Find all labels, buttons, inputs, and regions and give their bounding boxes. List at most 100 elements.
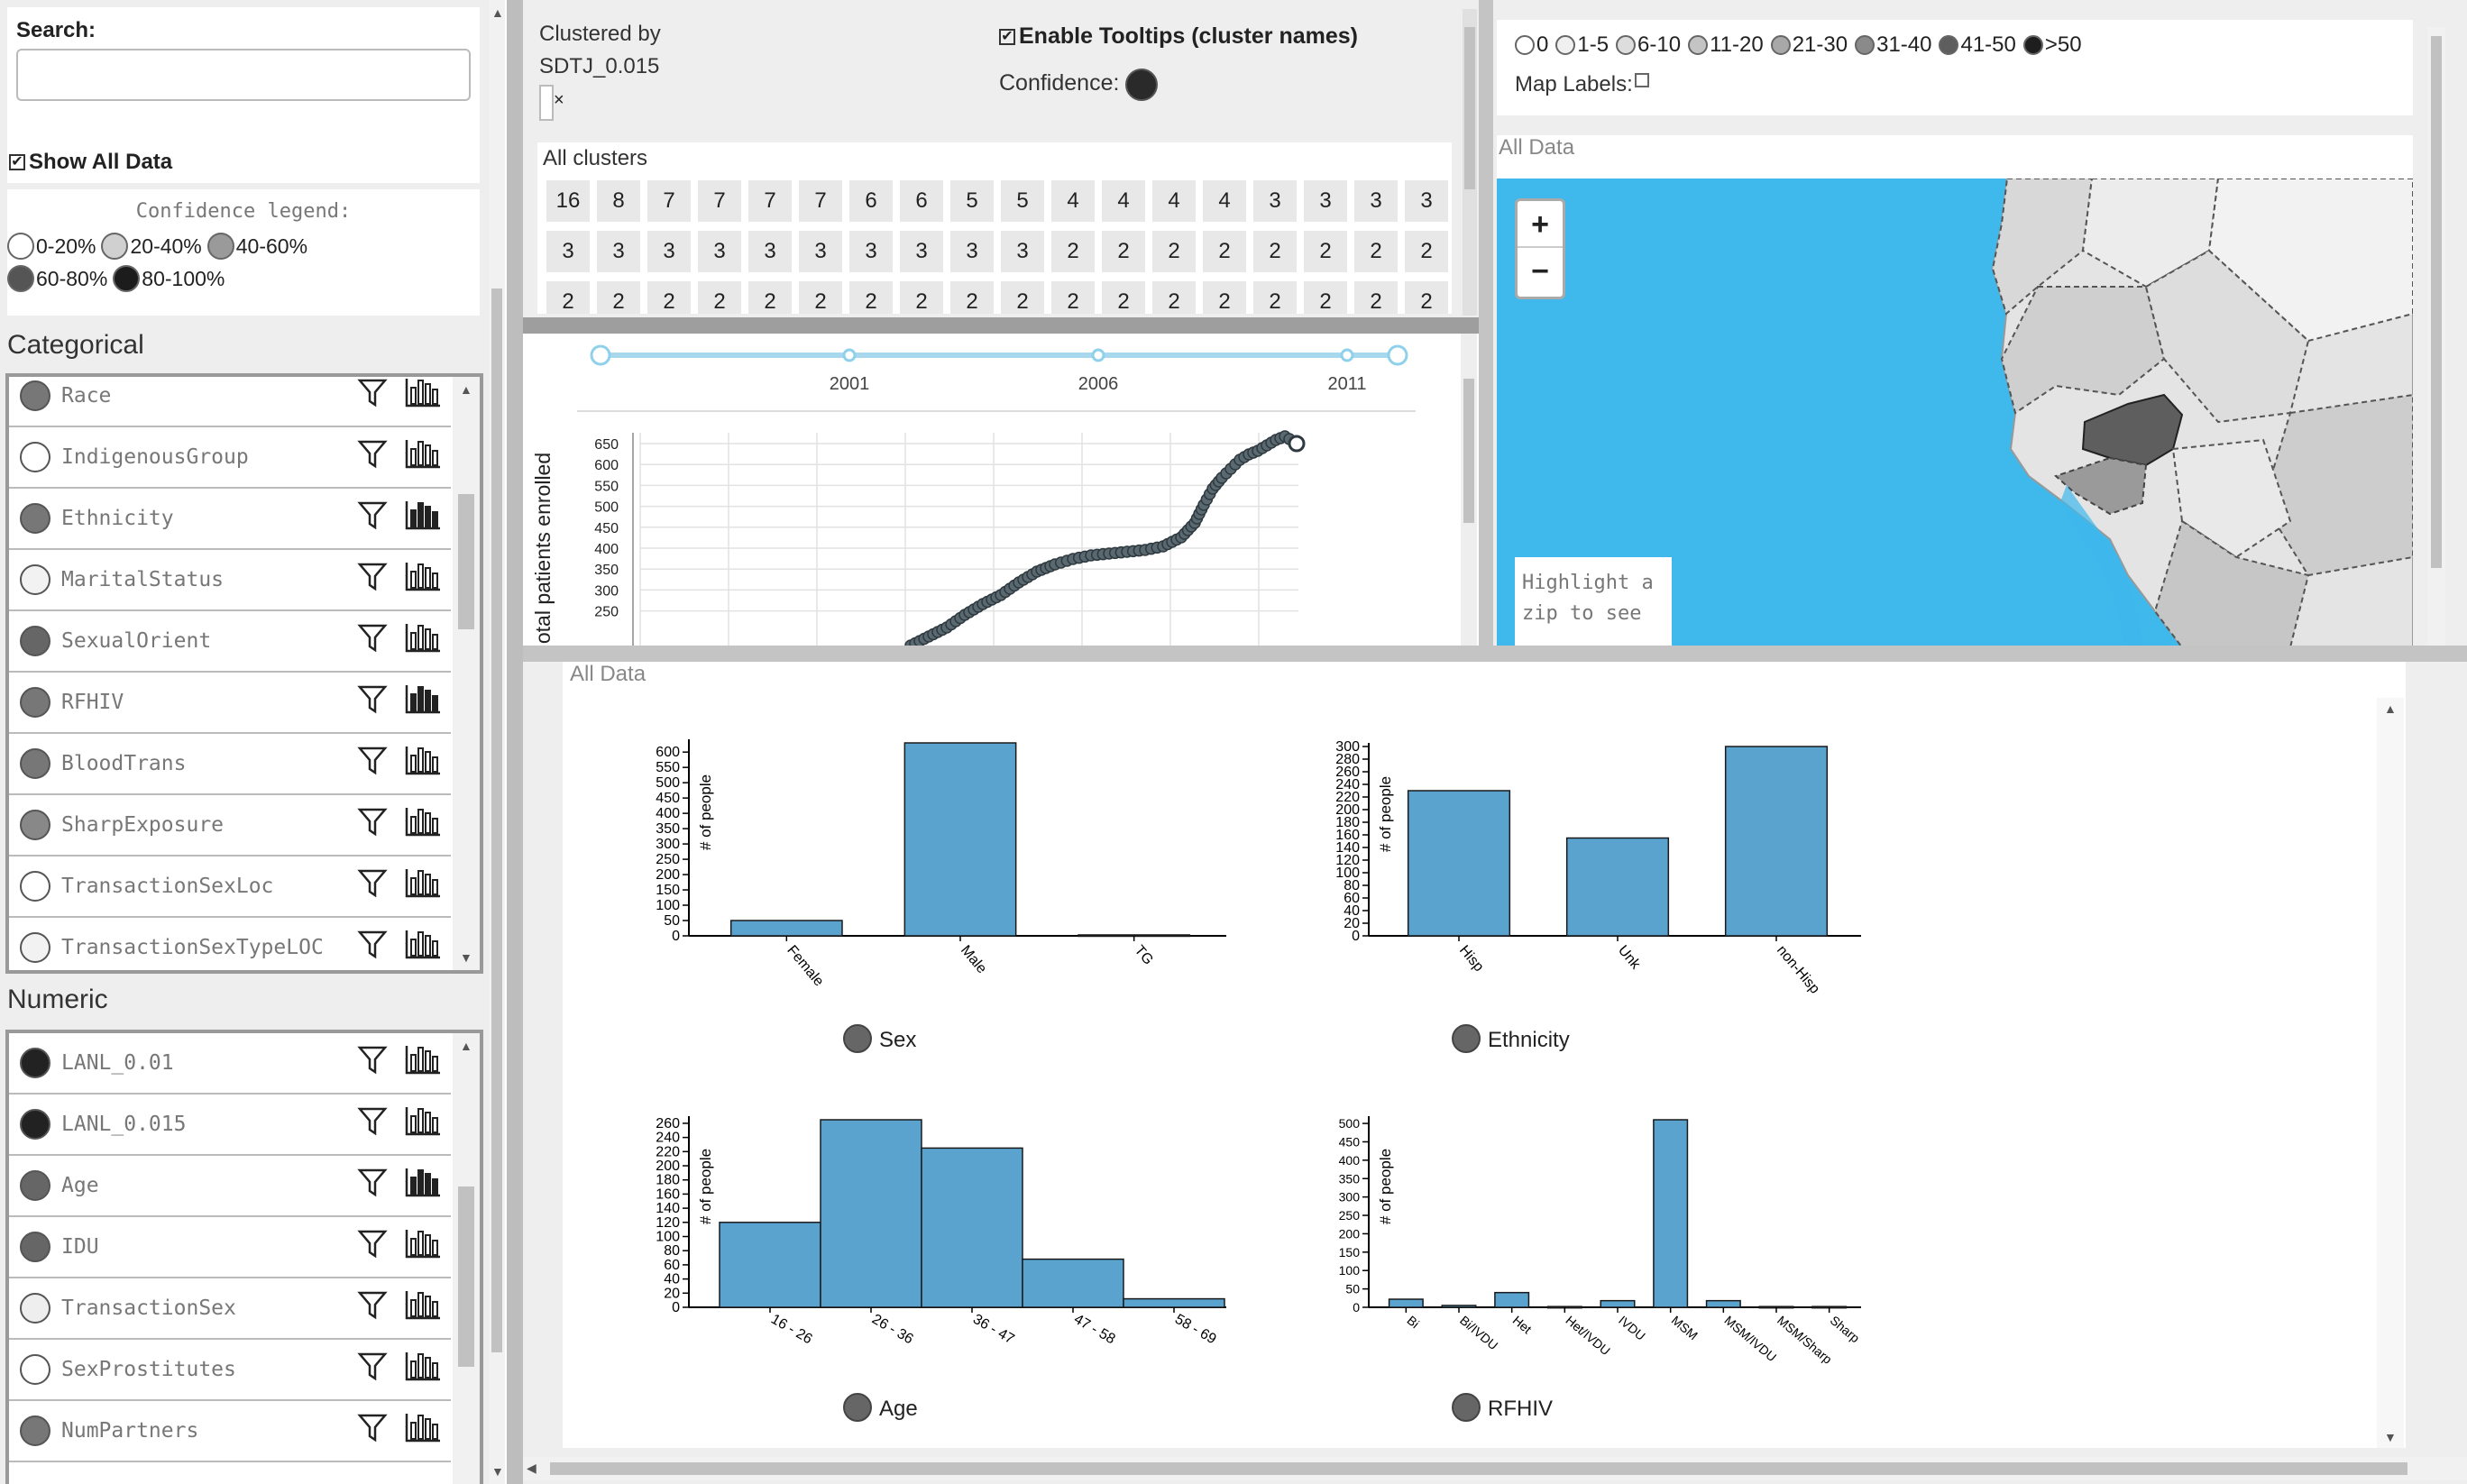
filter-icon[interactable] bbox=[357, 1228, 395, 1266]
cluster-cell[interactable]: 3 bbox=[950, 231, 994, 272]
scroll-thumb[interactable] bbox=[1463, 379, 1474, 523]
histogram-icon[interactable] bbox=[404, 1351, 442, 1388]
numeric-scrollbar[interactable]: ▲ bbox=[453, 1033, 480, 1484]
bar[interactable] bbox=[719, 1222, 821, 1308]
cluster-cell[interactable]: 3 bbox=[647, 231, 691, 272]
filter-icon[interactable] bbox=[357, 867, 395, 905]
vertical-divider[interactable] bbox=[507, 0, 523, 1484]
cluster-cell[interactable]: 2 bbox=[1203, 281, 1246, 314]
bar[interactable] bbox=[1653, 1119, 1689, 1308]
clustered-by-clear[interactable] bbox=[539, 85, 554, 121]
zoom-in-button[interactable]: + bbox=[1518, 201, 1563, 248]
bar[interactable] bbox=[1022, 1258, 1124, 1308]
filter-icon[interactable] bbox=[357, 1351, 395, 1388]
bar[interactable] bbox=[1441, 1305, 1477, 1308]
cluster-cell[interactable]: 2 bbox=[698, 281, 741, 314]
histogram-icon[interactable] bbox=[404, 561, 442, 599]
variable-row[interactable]: MaritalStatus bbox=[9, 550, 451, 611]
sidebar-scrollbar[interactable]: ▲ ▼ bbox=[489, 0, 505, 1484]
scroll-thumb[interactable] bbox=[550, 1462, 2407, 1475]
filter-icon[interactable] bbox=[357, 806, 395, 844]
scroll-down-arrow[interactable]: ▼ bbox=[2384, 1430, 2397, 1444]
scroll-down-arrow[interactable]: ▼ bbox=[460, 950, 472, 965]
close-icon[interactable]: × bbox=[554, 90, 564, 110]
bar[interactable] bbox=[1724, 746, 1829, 937]
variable-row[interactable]: Age bbox=[9, 1156, 451, 1217]
filter-icon[interactable] bbox=[357, 499, 395, 537]
cluster-cell[interactable]: 4 bbox=[1203, 180, 1246, 222]
show-all-data-toggle[interactable]: ✔ Show All Data bbox=[9, 150, 172, 175]
scroll-thumb[interactable] bbox=[2431, 36, 2442, 568]
cluster-cell[interactable]: 3 bbox=[546, 231, 590, 272]
variable-row[interactable]: TransactionSex bbox=[9, 1278, 451, 1340]
filter-icon[interactable] bbox=[357, 1167, 395, 1205]
filter-icon[interactable] bbox=[357, 1044, 395, 1082]
bar[interactable] bbox=[921, 1147, 1023, 1308]
histogram-icon[interactable] bbox=[404, 683, 442, 721]
variable-row[interactable]: TransactionSexTypeLOC bbox=[9, 918, 451, 970]
histogram-icon[interactable] bbox=[404, 377, 442, 415]
variable-row[interactable]: Ethnicity bbox=[9, 489, 451, 550]
cluster-cell[interactable]: 3 bbox=[748, 231, 792, 272]
cluster-cell[interactable]: 3 bbox=[849, 231, 893, 272]
horizontal-divider-charts[interactable] bbox=[523, 646, 2467, 662]
variable-row[interactable]: LANL_0.01 bbox=[9, 1033, 451, 1095]
cluster-cell[interactable]: 3 bbox=[1405, 180, 1448, 222]
cluster-cell[interactable]: 4 bbox=[1051, 180, 1095, 222]
filter-icon[interactable] bbox=[357, 1105, 395, 1143]
cluster-cell[interactable]: 3 bbox=[698, 231, 741, 272]
cluster-cell[interactable]: 2 bbox=[1102, 281, 1145, 314]
cluster-cell[interactable]: 8 bbox=[597, 180, 640, 222]
cluster-cell[interactable]: 4 bbox=[1152, 180, 1196, 222]
variable-row[interactable]: IndigenousGroup bbox=[9, 427, 451, 489]
variable-row[interactable]: BloodTrans bbox=[9, 734, 451, 795]
bar[interactable] bbox=[1123, 1297, 1225, 1308]
cluster-cell[interactable]: 2 bbox=[849, 281, 893, 314]
variable-row[interactable]: LANL_0.015 bbox=[9, 1095, 451, 1156]
scroll-up-arrow[interactable]: ▲ bbox=[460, 1039, 472, 1053]
time-slider-handle[interactable] bbox=[1387, 344, 1408, 366]
cluster-cell[interactable]: 5 bbox=[1001, 180, 1044, 222]
scroll-up-arrow[interactable]: ▲ bbox=[491, 5, 504, 20]
cluster-cell[interactable]: 2 bbox=[1405, 281, 1448, 314]
bar[interactable] bbox=[1705, 1299, 1741, 1308]
cluster-cell[interactable]: 6 bbox=[849, 180, 893, 222]
variable-row[interactable]: Race bbox=[9, 377, 451, 427]
histogram-icon[interactable] bbox=[404, 867, 442, 905]
clusters-scrollbar[interactable] bbox=[1463, 9, 1477, 316]
bar[interactable] bbox=[820, 1119, 922, 1308]
cluster-cell[interactable]: 2 bbox=[1354, 231, 1398, 272]
cluster-cell[interactable]: 2 bbox=[1051, 231, 1095, 272]
search-input[interactable] bbox=[16, 49, 471, 101]
cluster-cell[interactable]: 2 bbox=[950, 281, 994, 314]
variable-row[interactable]: RFHIV bbox=[9, 673, 451, 734]
variable-row[interactable]: SexualOrient bbox=[9, 611, 451, 673]
bar[interactable] bbox=[1388, 1298, 1424, 1308]
histogram-icon[interactable] bbox=[404, 1105, 442, 1143]
cluster-cell[interactable]: 2 bbox=[900, 281, 943, 314]
cluster-cell[interactable]: 2 bbox=[1203, 231, 1246, 272]
scroll-thumb[interactable] bbox=[491, 289, 502, 1352]
time-slider-handle[interactable] bbox=[590, 344, 611, 366]
bar[interactable] bbox=[729, 920, 843, 937]
cluster-cell[interactable]: 2 bbox=[1405, 231, 1448, 272]
histogram-icon[interactable] bbox=[404, 1228, 442, 1266]
cluster-cell[interactable]: 7 bbox=[698, 180, 741, 222]
cluster-cell[interactable]: 2 bbox=[1253, 281, 1297, 314]
map-labels-checkbox[interactable] bbox=[1634, 73, 1649, 87]
cluster-cell[interactable]: 2 bbox=[1354, 281, 1398, 314]
scroll-thumb[interactable] bbox=[458, 494, 474, 629]
cluster-cell[interactable]: 2 bbox=[1253, 231, 1297, 272]
filter-icon[interactable] bbox=[357, 1289, 395, 1327]
scroll-thumb[interactable] bbox=[458, 1186, 474, 1367]
histogram-icon[interactable] bbox=[404, 745, 442, 783]
charts-scrollbar[interactable]: ▲ ▼ bbox=[2377, 698, 2404, 1448]
cluster-cell[interactable]: 3 bbox=[1304, 180, 1347, 222]
histogram-icon[interactable] bbox=[404, 1167, 442, 1205]
cluster-cell[interactable]: 2 bbox=[1102, 231, 1145, 272]
variable-row[interactable]: NumPartners bbox=[9, 1401, 451, 1462]
filter-icon[interactable] bbox=[357, 929, 395, 966]
filter-icon[interactable] bbox=[357, 438, 395, 476]
cluster-cell[interactable]: 3 bbox=[1253, 180, 1297, 222]
horizontal-divider-top[interactable] bbox=[523, 317, 1479, 334]
